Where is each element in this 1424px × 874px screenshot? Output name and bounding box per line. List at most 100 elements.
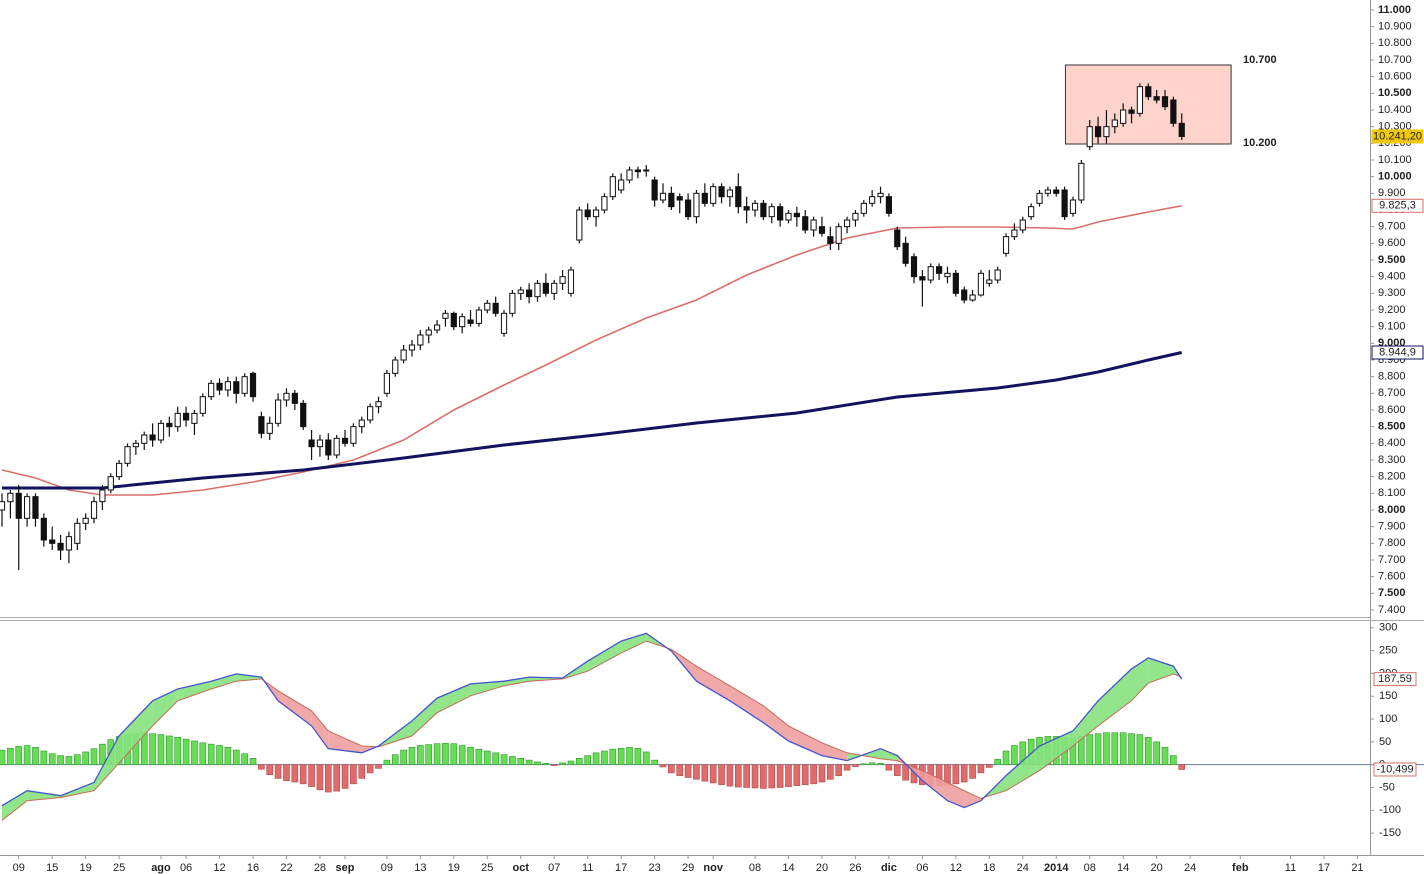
annotation: 10.200 [1243,137,1277,149]
candle-body [1136,86,1144,114]
histogram-bar [542,763,550,765]
x-tick-label: 20 [1151,862,1163,874]
candle-body [308,439,315,448]
histogram-bar [325,764,332,793]
candle-body [1044,189,1051,194]
candle-body [15,492,22,519]
macd-fill [621,633,647,653]
histogram-bar [885,764,893,771]
candle-body [559,276,566,284]
histogram-bar [341,764,349,789]
histogram-bar [65,756,73,765]
x-tick-label: 20 [816,862,828,874]
x-tick-label: 24 [1017,862,1029,874]
x-tick-label: oct [513,862,530,874]
x-tick-label: 08 [1084,862,1096,874]
candle-body [969,294,976,301]
x-tick-label: 14 [782,862,794,874]
histogram-bar [7,747,14,765]
candle-body [275,399,282,424]
histogram-bar [483,750,491,765]
candle-body [818,226,826,234]
histogram-bar [266,764,274,776]
y-tick-label: 100 [1379,713,1397,725]
histogram-bar [1011,745,1018,765]
macd-fill [822,742,848,761]
candle-body [417,334,424,346]
candle-body [1145,86,1152,98]
histogram-bar [534,761,541,765]
macd-fill [1073,700,1099,746]
candle-body [433,324,441,331]
price-tag [1371,198,1424,213]
candle-body [768,206,775,218]
macd-fill [964,790,981,808]
candle-body [567,269,575,294]
candle-body [90,501,98,519]
candle-body [977,272,985,296]
histogram-bar [32,747,39,765]
macd-fill [696,666,730,701]
histogram-bar [492,752,499,765]
x-tick-label: 14 [1117,862,1129,874]
candle-body [0,501,6,511]
histogram-bar [48,753,56,765]
x-tick-label: 26 [849,862,861,874]
candle-body [1153,96,1160,101]
x-tick-label: 17 [615,862,627,874]
candle-body [316,439,324,448]
candle-body [710,186,717,204]
candle-body [408,344,416,351]
price-tag-label: 8.944,9 [1379,346,1416,358]
candle-body [810,219,817,231]
candle-body [852,212,859,221]
candle-body [701,192,708,204]
candle-body [718,186,725,198]
candle-body [57,542,64,551]
histogram-bar [442,742,449,765]
y-tick-label: 9.500 [1378,254,1406,266]
histogram-bar [827,764,834,780]
histogram-bar [977,764,985,774]
histogram-bar [1119,732,1127,765]
histogram-bar [509,756,516,765]
histogram-bar [291,764,299,783]
candle-body [224,381,232,391]
x-tick-label: 11 [582,862,593,874]
candle-body [450,312,457,328]
histogram-bar [835,764,842,776]
x-tick-label: 11 [1285,862,1296,874]
y-tick-label: 8.700 [1378,387,1406,399]
y-tick-label: 8.000 [1378,504,1406,516]
candle-body [166,422,173,428]
value-tag-label: 187,59 [1378,673,1412,685]
histogram-bar [375,764,382,769]
histogram-bar [358,764,366,779]
candle-body [107,476,114,491]
macd-fill [587,641,622,672]
x-tick-label: 23 [648,862,660,874]
histogram-bar [1086,734,1094,765]
candle-body [986,279,993,284]
macd-fill [412,698,438,736]
x-tick-label: 09 [13,862,25,874]
moving-average [2,351,1183,490]
macd-fill [880,748,898,761]
candle-body [141,434,148,444]
x-tick-label: 24 [1184,862,1196,874]
histogram-bar [776,764,784,788]
histogram-bar [82,751,89,765]
moving-average [1,205,1182,496]
candle-body [241,376,248,394]
y-tick-label: 8.400 [1378,437,1406,449]
histogram-bar [952,764,960,785]
candle-body [74,522,81,544]
histogram-bar [751,764,759,789]
candle-body [542,282,549,294]
candle-body [910,256,918,278]
y-tick-label: 300 [1379,622,1397,634]
histogram-bar [232,749,240,765]
histogram-bar [693,764,700,780]
